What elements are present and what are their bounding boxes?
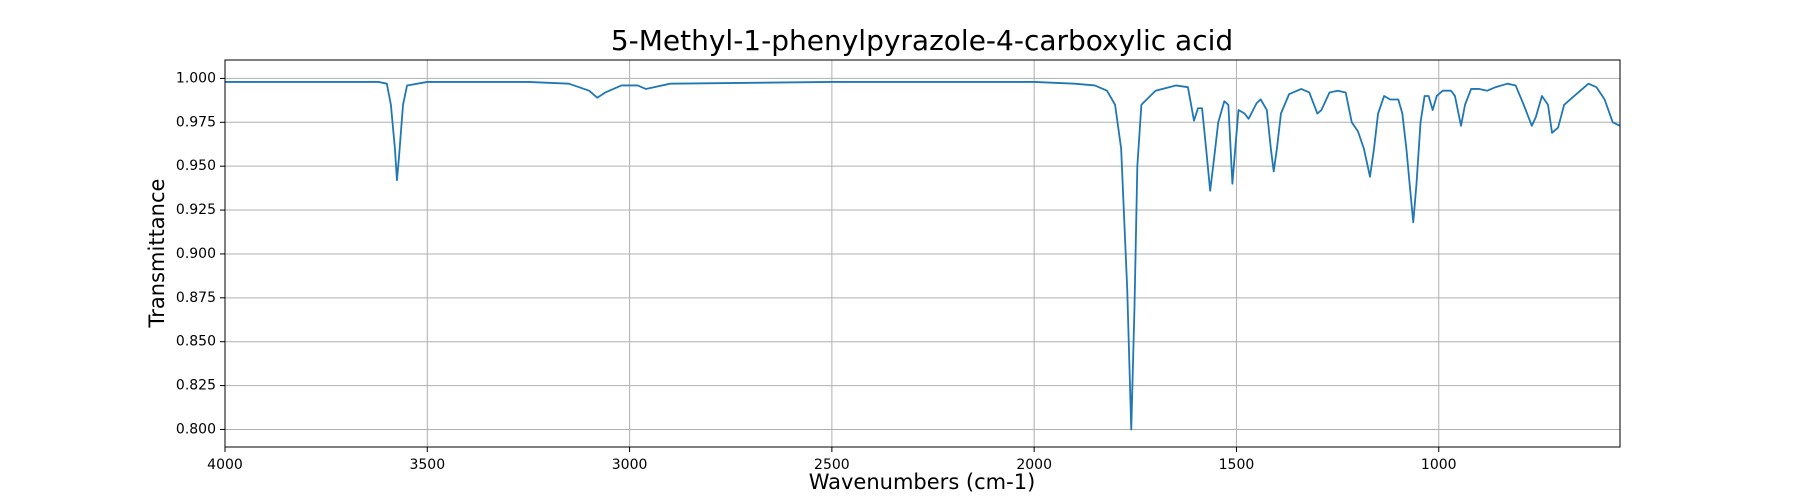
x-tick-label: 1500 [1219, 457, 1255, 473]
chart-title: 5-Methyl-1-phenylpyrazole-4-carboxylic a… [611, 24, 1233, 57]
spectrum-line [225, 81, 1621, 431]
x-tick-label: 2000 [1016, 457, 1052, 473]
x-tick-label: 1000 [1421, 457, 1457, 473]
x-tick-label: 3500 [409, 457, 445, 473]
y-tick-label: 0.925 [176, 202, 216, 218]
x-tick-label: 2500 [814, 457, 850, 473]
y-axis-label: Transmittance [145, 179, 169, 329]
y-tick-label: 0.900 [176, 246, 216, 262]
y-tick-label: 0.825 [176, 378, 216, 394]
x-tick-label: 3000 [612, 457, 648, 473]
x-tick-label: 4000 [207, 457, 243, 473]
plot-frame [224, 59, 1621, 448]
y-tick-label: 0.850 [176, 334, 216, 350]
x-axis-label: Wavenumbers (cm-1) [809, 470, 1036, 494]
y-tick-label: 0.975 [176, 114, 216, 130]
y-tick-label: 1.000 [176, 70, 216, 86]
y-tick-label: 0.875 [176, 290, 216, 306]
y-tick-label: 0.950 [176, 158, 216, 174]
y-tick-label: 0.800 [176, 421, 216, 437]
